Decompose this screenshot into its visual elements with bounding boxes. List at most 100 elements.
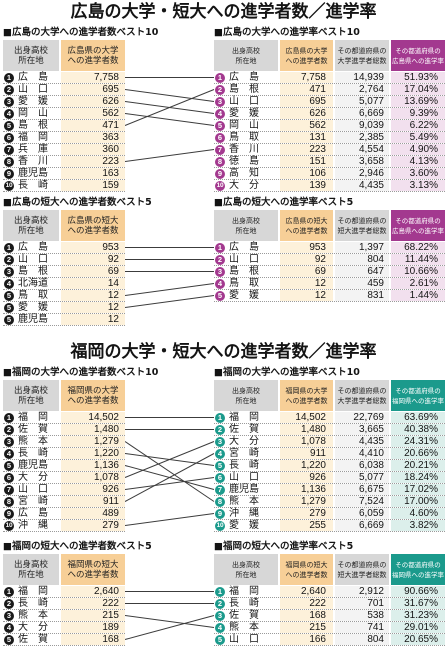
- prefecture-cell: 5 山口: [214, 634, 278, 645]
- enrollment-count: 1,136: [61, 460, 125, 471]
- prefecture-cell: 5 鳥取: [3, 290, 59, 301]
- table-row: 1 広島 953 1,397 68.22%: [214, 242, 445, 254]
- enrollment-count: 69: [61, 266, 125, 277]
- table-row: 1 広島 7,758: [3, 72, 125, 84]
- prefecture-cell: 3 山口: [214, 96, 278, 107]
- enrollment-count: 2,640: [280, 586, 333, 597]
- table-row: 2 長崎 222 701 31.67%: [214, 598, 445, 610]
- enrollment-count: 626: [61, 96, 125, 107]
- enrollment-count: 926: [280, 472, 333, 483]
- prefecture-name: 鹿児島: [18, 314, 48, 325]
- column-header-row: 出身高校 所在地 福岡県の大学 への進学者数 その都道府県の 大学進学者総数 その都道…: [214, 380, 445, 411]
- graduate-total: 22,769: [335, 412, 389, 423]
- enrollment-rate: 24.31%: [391, 436, 445, 447]
- prefecture-cell: 1 福岡: [214, 412, 278, 423]
- enrollment-count: 911: [280, 448, 333, 459]
- table-row: 10 大分 139 4,435 3.13%: [214, 180, 445, 192]
- rank-badge: 2: [215, 598, 225, 609]
- enrollment-rate: 17.00%: [391, 496, 445, 507]
- enrollment-rate: 17.02%: [391, 484, 445, 495]
- table-row: 2 佐賀 1,480 3,665 40.38%: [214, 424, 445, 436]
- rank-badge: 10: [4, 520, 14, 531]
- rank-badge: 6: [215, 132, 225, 143]
- enrollment-rate: 90.66%: [391, 586, 445, 597]
- prefecture-cell: 6 大分: [3, 472, 59, 483]
- prefecture-cell: 5 佐賀: [3, 634, 59, 645]
- table-heading: ■福岡の短大への進学率ベスト5: [214, 541, 354, 552]
- prefecture-name: 島根: [18, 120, 58, 131]
- count-column-header: 福岡県の大学 への進学者数: [61, 380, 125, 411]
- table-row: 2 山口 92 804 11.44%: [214, 254, 445, 266]
- prefecture-name: 広島: [229, 242, 269, 253]
- column-header-row: 出身高校 所在地 広島県の大学 への進学者数: [3, 40, 125, 71]
- table-row: 1 福岡 2,640 2,912 90.66%: [214, 586, 445, 598]
- enrollment-count: 159: [61, 180, 125, 191]
- rank-badge: 5: [215, 634, 225, 645]
- table-row: 4 愛媛 626 6,669 9.39%: [214, 108, 445, 120]
- enrollment-count: 471: [280, 84, 333, 95]
- count-column-header: 広島県の大学 への進学者数: [280, 40, 333, 71]
- prefecture-cell: 2 山口: [3, 254, 59, 265]
- connector-line: [124, 89, 215, 102]
- enrollment-count: 471: [61, 120, 125, 131]
- prefecture-cell: 7 山口: [3, 484, 59, 495]
- table-row: 9 高知 106 2,946 3.60%: [214, 168, 445, 180]
- rank-badge: 4: [215, 278, 225, 289]
- prefecture-cell: 1 広島: [3, 72, 59, 83]
- prefecture-cell: 9 高知: [214, 168, 278, 179]
- prefecture-cell: 7 鹿児島: [214, 484, 278, 495]
- rank-badge: 6: [4, 472, 14, 483]
- table-row: 3 熊本 1,279: [3, 436, 125, 448]
- table-row: 8 熊本 1,279 7,524 17.00%: [214, 496, 445, 508]
- prefecture-cell: 2 島根: [214, 84, 278, 95]
- table-row: 4 岡山 562: [3, 108, 125, 120]
- enrollment-rate: 31.23%: [391, 610, 445, 621]
- prefecture-name: 山口: [229, 254, 269, 265]
- table-body: 1 広島 7,758 2 山口 695 3 愛媛 626 4 岡山 562 5 島根 471 6 福岡 363 7 兵…: [3, 72, 125, 192]
- enrollment-count: 1,078: [61, 472, 125, 483]
- table-row: 1 福岡 2,640: [3, 586, 125, 598]
- table-body: 1 福岡 14,502 2 佐賀 1,480 3 熊本 1,279 4 長崎 1,220 5 鹿児島 1,1…: [3, 412, 125, 532]
- count-ranking-table: ■福岡の短大への進学者数ベスト5 出身高校 所在地 福岡県の短大 への進学者数 1 福岡…: [3, 541, 152, 646]
- rank-badge: 2: [4, 424, 14, 435]
- table-heading: ■広島の大学への進学者数ベスト10: [3, 27, 159, 38]
- table-body: 1 広島 7,758 14,939 51.93% 2 島根 471 2,764 17.04% 3 山口…: [214, 72, 445, 192]
- prefecture-name: 山口: [229, 634, 269, 645]
- table-row: 10 愛媛 255 6,669 3.82%: [214, 520, 445, 532]
- enrollment-count: 489: [61, 508, 125, 519]
- rank-badge: 4: [4, 448, 14, 459]
- graduate-total: 459: [335, 278, 389, 289]
- prefecture-cell: 10 沖縄: [3, 520, 59, 531]
- enrollment-count: 1,220: [61, 448, 125, 459]
- prefecture-cell: 4 長崎: [3, 448, 59, 459]
- enrollment-count: 14: [61, 278, 125, 289]
- prefecture-name: 島根: [18, 266, 58, 277]
- table-row: 8 徳島 151 3,658 4.13%: [214, 156, 445, 168]
- table-row: 4 熊本 215 741 29.01%: [214, 622, 445, 634]
- enrollment-count: 2,640: [61, 586, 125, 597]
- enrollment-count: 279: [280, 508, 333, 519]
- rank-badge: 1: [4, 242, 14, 253]
- prefecture-name: 大分: [18, 622, 58, 633]
- enrollment-count: 222: [61, 598, 125, 609]
- enrollment-count: 562: [280, 120, 333, 131]
- count-ranking-table: ■広島の大学への進学者数ベスト10 出身高校 所在地 広島県の大学 への進学者数 1 広…: [3, 27, 159, 192]
- rank-badge: 9: [4, 508, 14, 519]
- enrollment-rate: 20.66%: [391, 448, 445, 459]
- prefecture-name: 山口: [229, 472, 269, 483]
- prefecture-name: 愛媛: [229, 520, 269, 531]
- table-row: 2 長崎 222: [3, 598, 125, 610]
- enrollment-count: 363: [61, 132, 125, 143]
- table-heading: ■福岡の大学への進学率ベスト10: [214, 367, 360, 378]
- enrollment-count: 215: [61, 610, 125, 621]
- rank-badge: 4: [4, 278, 14, 289]
- prefecture-cell: 2 長崎: [3, 598, 59, 609]
- prefecture-name: 高知: [229, 168, 269, 179]
- table-row: 1 広島 953: [3, 242, 125, 254]
- connector-line: [124, 615, 215, 640]
- graduate-total: 5,077: [335, 96, 389, 107]
- graduate-total: 647: [335, 266, 389, 277]
- prefecture-cell: 1 広島: [214, 72, 278, 83]
- rank-badge: 3: [215, 266, 225, 277]
- enrollment-rate: 3.82%: [391, 520, 445, 531]
